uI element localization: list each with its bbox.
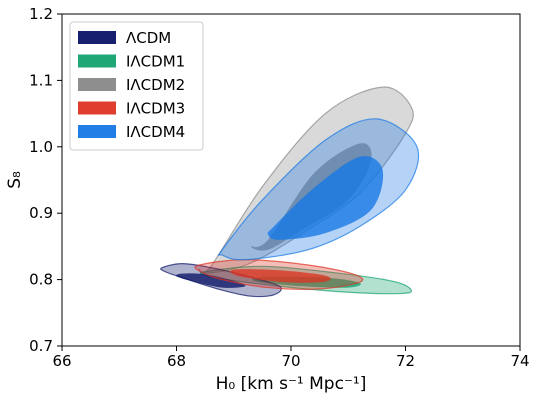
x-tick-label: 70 — [281, 352, 300, 370]
y-tick-label: 1.2 — [29, 5, 53, 23]
x-axis-label: H₀ [km s⁻¹ Mpc⁻¹] — [216, 374, 367, 394]
series-0 — [160, 263, 282, 298]
legend-swatch — [78, 125, 116, 138]
y-tick-label: 0.7 — [29, 337, 53, 355]
legend-swatch — [78, 101, 116, 115]
contour-0-1sigma — [175, 273, 246, 288]
legend-label: ΛCDM — [126, 29, 171, 47]
legend-swatch — [78, 78, 116, 91]
series-3 — [194, 259, 364, 290]
x-tick-label: 66 — [52, 352, 71, 370]
y-tick-label: 1.1 — [29, 71, 53, 89]
legend-label: IΛCDM1 — [126, 53, 185, 71]
y-axis-label: S₈ — [5, 171, 25, 189]
x-tick-label: 74 — [510, 352, 529, 370]
legend-swatch — [78, 31, 116, 44]
legend-swatch — [78, 54, 116, 68]
legend-box — [69, 21, 204, 151]
y-axis-ticks: 0.7 0.8 0.9 1.0 1.1 1.2 — [29, 5, 62, 355]
y-tick-label: 0.9 — [29, 204, 53, 222]
x-axis-ticks: 66 68 70 72 74 — [52, 346, 530, 370]
contour-2-2sigma — [198, 86, 414, 274]
y-tick-label: 1.0 — [29, 138, 53, 156]
series-4 — [217, 118, 420, 261]
legend-label: IΛCDM4 — [126, 123, 185, 141]
legend-label: IΛCDM2 — [126, 76, 185, 94]
legend: ΛCDM IΛCDM1 IΛCDM2 IΛCDM3 IΛCDM4 — [69, 21, 204, 151]
x-tick-label: 68 — [167, 352, 186, 370]
contour-3-1sigma — [230, 269, 331, 283]
y-tick-label: 0.8 — [29, 271, 53, 289]
x-tick-label: 72 — [396, 352, 415, 370]
contour-layer — [160, 86, 420, 298]
legend-label: IΛCDM3 — [126, 100, 185, 118]
contour-4-1sigma — [267, 156, 384, 240]
